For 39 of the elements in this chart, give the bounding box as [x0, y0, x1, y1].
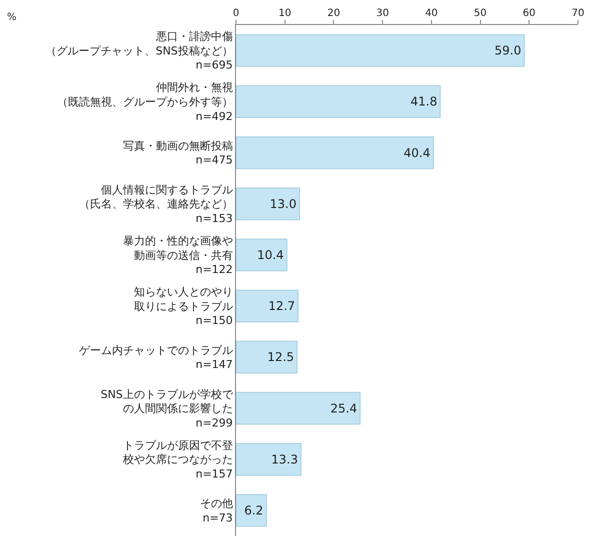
bar — [236, 494, 267, 527]
x-tick-label: 20 — [327, 8, 340, 19]
bar — [236, 290, 299, 322]
data-label: 41.8 — [410, 94, 438, 109]
y-tick-label: 写真・動画の無断投稿 n=475 — [122, 139, 233, 167]
y-tick-label: その他 n=73 — [200, 497, 233, 524]
data-label: 13.3 — [271, 452, 298, 466]
x-tick-label: 60 — [522, 8, 536, 19]
bar — [236, 85, 441, 118]
bar — [236, 238, 288, 272]
y-tick-label: 悪口・誹謗中傷（グループチャット、SNS投稿など） n=695 — [46, 30, 233, 72]
y-tick-label: 個人情報に関するトラブル（氏名、学校名、連絡先など） n=153 — [78, 183, 233, 225]
bar — [236, 34, 525, 67]
y-tick-label: ゲーム内チャットでのトラブル n=147 — [78, 344, 233, 372]
y-tick-label: 暴力的・性的な画像や動画等の送信・共有 n=122 — [122, 234, 233, 276]
y-tick-label: トラブルが原因で不登校や欠席につながった n=157 — [122, 438, 233, 480]
data-label: 12.5 — [267, 350, 294, 364]
data-label: 40.4 — [404, 146, 430, 160]
bar — [236, 443, 302, 476]
x-tick-label: 10 — [278, 8, 292, 19]
data-label: 12.7 — [268, 299, 296, 314]
y-tick-label: 仲間外れ・無視（既読無視、グループから外す等） n=492 — [56, 81, 233, 123]
bar — [236, 188, 300, 220]
x-tick-label: 40 — [425, 8, 438, 19]
x-tick-label: 50 — [474, 8, 487, 19]
data-label: 6.2 — [244, 503, 264, 518]
bar — [236, 340, 298, 374]
data-label: 59.0 — [494, 44, 522, 58]
bar — [236, 392, 361, 425]
y-tick-label: SNS上のトラブルが学校での人間関係に影響した n=299 — [100, 388, 234, 430]
x-tick-label: 30 — [376, 8, 389, 19]
data-label: 25.4 — [330, 401, 358, 416]
x-tick-label: 0 — [232, 8, 240, 19]
data-label: 10.4 — [257, 248, 284, 262]
text: % — [7, 12, 17, 23]
y-tick-label: 知らない人とのやり取りによるトラブル n=150 — [134, 286, 233, 328]
x-tick-label: 70 — [572, 8, 584, 19]
data-label: 13.0 — [270, 196, 297, 211]
bar — [236, 136, 434, 170]
